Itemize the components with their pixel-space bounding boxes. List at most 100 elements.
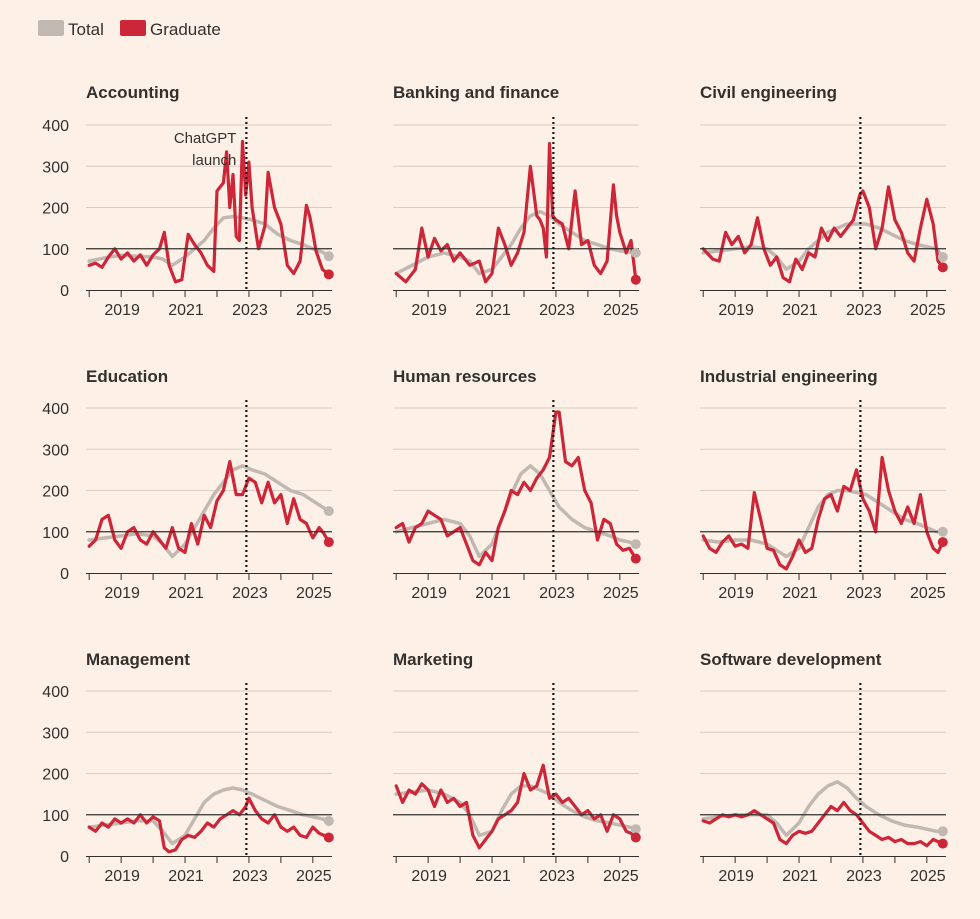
y-tick-label: 400: [42, 118, 69, 135]
legend: Total Graduate: [38, 20, 221, 39]
y-tick-label: 300: [42, 159, 69, 176]
x-tick-label: 2025: [910, 302, 946, 319]
panel-title: Software development: [700, 650, 882, 669]
legend-swatch-graduate: [120, 20, 146, 36]
end-point-graduate: [323, 269, 334, 280]
panel-software-development: Software development 2019 2021 2023 2025: [700, 650, 948, 885]
end-point-total: [323, 251, 334, 262]
y-tick-label: 100: [42, 525, 69, 542]
panel-title: Education: [86, 367, 168, 386]
panel-title: Industrial engineering: [700, 367, 878, 386]
panel-accounting: Accounting 0 100 200 300 400 2019 2021 2023 2025 C…: [42, 83, 334, 319]
x-tick-label: 2019: [411, 868, 447, 885]
series-line-total: [87, 786, 331, 846]
x-tick-label: 2025: [910, 868, 946, 885]
x-tick-label: 2021: [168, 585, 204, 602]
panel-title: Banking and finance: [393, 83, 559, 102]
x-tick-label: 2023: [539, 302, 575, 319]
x-tick-label: 2023: [232, 585, 268, 602]
x-tick-label: 2021: [782, 302, 818, 319]
x-tick-label: 2025: [603, 868, 639, 885]
x-tick-label: 2019: [104, 302, 140, 319]
series-line-graduate: [701, 185, 945, 284]
y-tick-label: 300: [42, 725, 69, 742]
panel-title: Management: [86, 650, 190, 669]
y-tick-label: 200: [42, 767, 69, 784]
panel-human-resources: Human resources 2019 2021 2023 2025: [393, 367, 641, 602]
series-line-graduate: [87, 139, 331, 284]
panel-management: Management 0 100 200 300 400 2019 2021 2023 2025: [42, 650, 334, 885]
annotation-chatgpt: ChatGPT: [174, 130, 237, 147]
end-point-total: [937, 526, 948, 537]
x-tick-label: 2025: [603, 585, 639, 602]
x-tick-label: 2023: [846, 302, 882, 319]
x-tick-label: 2025: [296, 585, 332, 602]
x-tick-label: 2021: [475, 585, 511, 602]
x-tick-label: 2025: [296, 868, 332, 885]
end-point-total: [323, 815, 334, 826]
legend-label-graduate: Graduate: [150, 20, 221, 39]
x-tick-label: 2023: [846, 585, 882, 602]
x-tick-label: 2025: [910, 585, 946, 602]
x-tick-label: 2025: [603, 302, 639, 319]
x-tick-label: 2021: [782, 585, 818, 602]
panel-marketing: Marketing 2019 2021 2023 2025: [393, 650, 641, 885]
panel-banking-and-finance: Banking and finance 2019 2021 2023 2025: [393, 83, 641, 319]
panel-title: Civil engineering: [700, 83, 837, 102]
annotation-launch: launch: [192, 152, 236, 169]
x-tick-label: 2019: [411, 302, 447, 319]
x-tick-label: 2019: [718, 868, 754, 885]
end-point-total: [630, 247, 641, 258]
series-line-total: [87, 214, 331, 268]
series-line-total: [701, 488, 945, 559]
x-tick-label: 2021: [475, 868, 511, 885]
x-tick-label: 2021: [782, 868, 818, 885]
end-point-total: [630, 824, 641, 835]
x-tick-label: 2023: [232, 868, 268, 885]
end-point-graduate: [630, 553, 641, 564]
series-line-total: [701, 780, 945, 838]
end-point-graduate: [630, 274, 641, 285]
panel-civil-engineering: Civil engineering 2019 2021 2023 2025: [700, 83, 948, 319]
x-tick-label: 2023: [539, 585, 575, 602]
end-point-graduate: [937, 537, 948, 548]
x-tick-label: 2021: [475, 302, 511, 319]
x-tick-label: 2025: [296, 302, 332, 319]
series-line-graduate: [87, 796, 331, 854]
x-tick-label: 2021: [168, 302, 204, 319]
series-line-total: [394, 784, 638, 838]
panel-title: Accounting: [86, 83, 180, 102]
end-point-total: [323, 506, 334, 517]
x-tick-label: 2019: [718, 302, 754, 319]
x-tick-label: 2021: [168, 868, 204, 885]
y-tick-label: 100: [42, 242, 69, 259]
panel-industrial-engineering: Industrial engineering 2019 2021 2023 2025: [700, 367, 948, 602]
x-tick-label: 2019: [104, 868, 140, 885]
y-tick-label: 0: [60, 566, 69, 583]
end-point-total: [937, 252, 948, 262]
x-tick-label: 2019: [718, 585, 754, 602]
y-tick-label: 100: [42, 808, 69, 825]
series-line-graduate: [394, 410, 638, 567]
y-tick-label: 0: [60, 849, 69, 866]
y-tick-label: 200: [42, 484, 69, 501]
x-tick-label: 2023: [232, 302, 268, 319]
legend-swatch-total: [38, 20, 64, 36]
end-point-graduate: [323, 832, 334, 843]
end-point-graduate: [937, 262, 948, 273]
panel-title: Marketing: [393, 650, 473, 669]
legend-label-total: Total: [68, 20, 104, 39]
x-tick-label: 2023: [846, 868, 882, 885]
series-line-total: [87, 464, 331, 559]
end-point-graduate: [937, 838, 948, 849]
y-tick-label: 400: [42, 684, 69, 701]
end-point-graduate: [323, 537, 334, 548]
panel-title: Human resources: [393, 367, 537, 386]
panel-education: Education 0 100 200 300 400 2019 2021 2023 2025: [42, 367, 334, 602]
x-tick-label: 2019: [411, 585, 447, 602]
end-point-total: [937, 826, 948, 837]
y-tick-label: 400: [42, 401, 69, 418]
end-point-graduate: [630, 832, 641, 843]
